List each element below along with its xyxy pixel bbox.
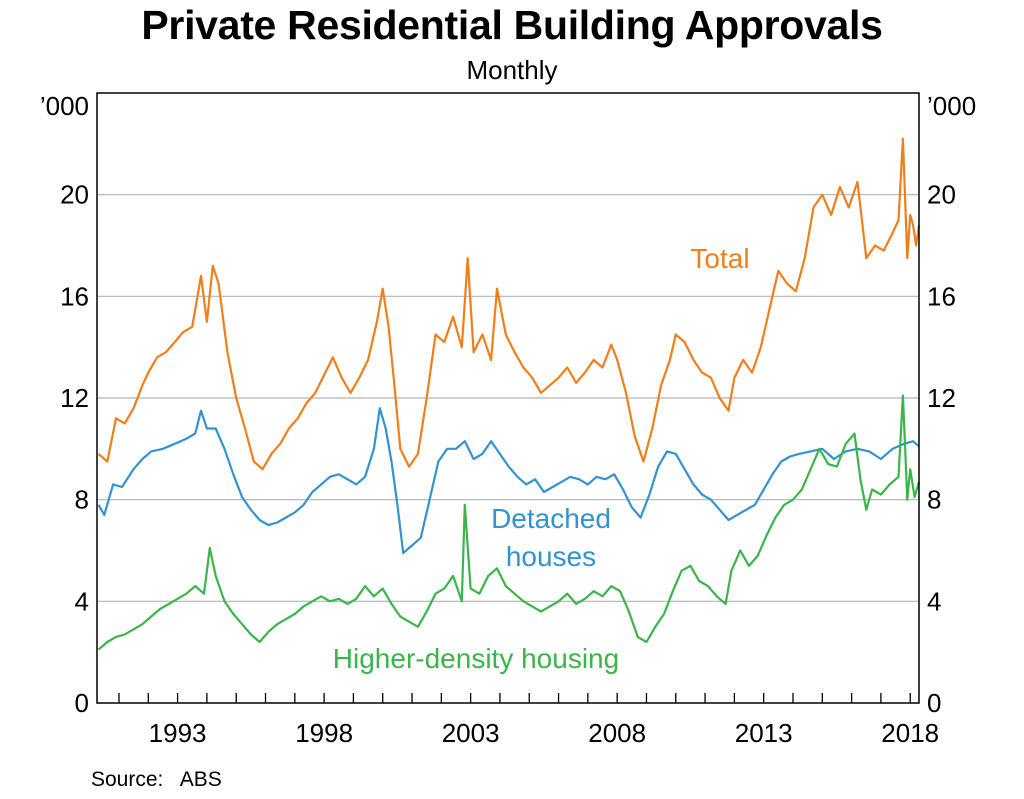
x-tick-label-2008: 2008 <box>588 718 646 748</box>
axes <box>96 92 920 704</box>
y-tick-label-left-8: 8 <box>75 485 89 515</box>
x-tick-label-2018: 2018 <box>881 718 939 748</box>
y-tick-label-left-0: 0 <box>75 688 89 718</box>
series-label-total-0: Total <box>690 243 749 274</box>
y-tick-label-right-20: 20 <box>927 180 956 210</box>
series-label-detached-1: houses <box>506 541 596 572</box>
y-tick-label-left-4: 4 <box>75 586 89 616</box>
chart-subtitle: Monthly <box>466 55 558 85</box>
y-tick-label-left-16: 16 <box>60 281 89 311</box>
tick-labels: 0 0 4 4 8 8 12 12 16 16 20 20 ’000 ’000 1993 1998 2003 20… <box>40 91 976 748</box>
chart-title: Private Residential Building Approvals <box>141 2 883 48</box>
plot-frame <box>96 92 920 704</box>
source-note: Source: ABS <box>91 768 222 791</box>
gridlines <box>97 194 919 602</box>
y-tick-label-left-12: 12 <box>60 383 89 413</box>
y-tick-label-right-0: 0 <box>927 688 941 718</box>
series-lines <box>97 137 921 651</box>
y-tick-label-right-12: 12 <box>927 383 956 413</box>
y-tick-label-right-16: 16 <box>927 281 956 311</box>
series-line-total <box>97 137 921 471</box>
y-tick-label-left-20: 20 <box>60 180 89 210</box>
series-label-detached-0: Detached <box>491 503 611 534</box>
y-tick-label-right-8: 8 <box>927 485 941 515</box>
x-tick-label-2003: 2003 <box>442 718 500 748</box>
x-tick-label-1993: 1993 <box>149 718 207 748</box>
series-labels: Total Detached houses Higher-density housin… <box>333 243 750 674</box>
x-tick-label-2013: 2013 <box>735 718 793 748</box>
series-line-higher <box>97 394 921 651</box>
x-tick-label-1998: 1998 <box>295 718 353 748</box>
y-tick-label-right-4: 4 <box>927 586 941 616</box>
units-label-left: ’000 <box>40 91 89 121</box>
series-line-detached <box>97 407 920 555</box>
units-label-right: ’000 <box>927 91 976 121</box>
series-label-higher-0: Higher-density housing <box>333 643 619 674</box>
